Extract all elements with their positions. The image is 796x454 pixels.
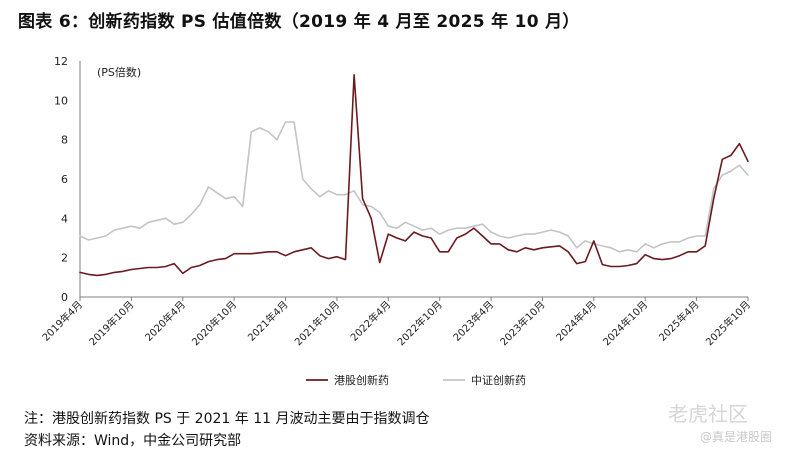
y-tick-label: 6 [61, 173, 68, 186]
watermark-handle: @真是港股圈 [700, 430, 773, 444]
x-tick-label: 2024年4月 [553, 298, 599, 344]
x-tick-label: 2019年4月 [39, 298, 85, 344]
y-tick-label: 0 [61, 291, 68, 304]
chart-title: 图表 6：创新药指数 PS 估值倍数（2019 年 4 月至 2025 年 10… [18, 12, 580, 32]
y-tick-label: 10 [54, 94, 68, 107]
x-tick-label: 2024年10月 [600, 298, 650, 348]
x-tick-label: 2023年10月 [497, 298, 547, 348]
chart-source: 资料来源：Wind，中金公司研究部 [24, 433, 242, 449]
x-tick-label: 2021年10月 [292, 298, 342, 348]
legend-label: 中证创新药 [471, 373, 526, 387]
legend-label: 港股创新药 [334, 373, 389, 387]
watermark-brand: 老虎社区 [668, 402, 748, 426]
x-tick-label: 2023年4月 [450, 298, 496, 344]
x-tick-label: 2022年10月 [394, 298, 444, 348]
x-tick-label: 2025年4月 [656, 298, 702, 344]
x-tick-label: 2025年10月 [703, 298, 753, 348]
series-line-csi-innovative-drug [79, 121, 749, 253]
series-line-hk-innovative-drug [79, 74, 749, 277]
y-tick-label: 4 [61, 212, 68, 225]
y-tick-label: 8 [61, 134, 68, 147]
y-tick-label: 2 [61, 252, 68, 265]
x-tick-label: 2022年4月 [348, 298, 394, 344]
y-tick-label: 12 [54, 55, 68, 68]
x-tick-label: 2020年10月 [189, 298, 239, 348]
x-tick-label: 2021年4月 [245, 298, 291, 344]
x-tick-label: 2019年10月 [86, 298, 136, 348]
y-axis-label: (PS倍数) [97, 65, 141, 79]
chart-footnote: 注：港股创新药指数 PS 于 2021 年 11 月波动主要由于指数调仓 [24, 411, 430, 427]
x-tick-label: 2020年4月 [142, 298, 188, 344]
